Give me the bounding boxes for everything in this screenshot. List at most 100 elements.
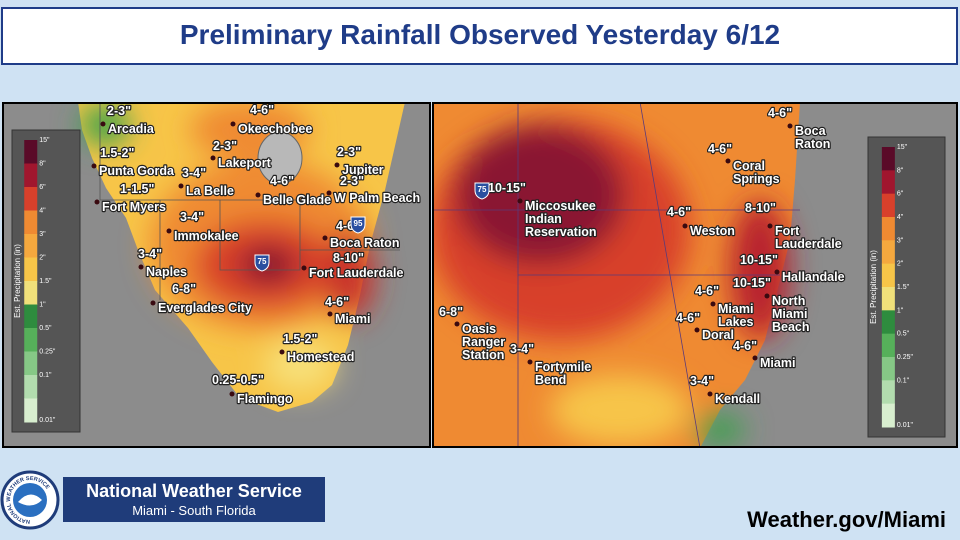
legend-tick: 8" (897, 167, 904, 174)
place-name: Station (462, 348, 504, 362)
interstate-shield (350, 216, 366, 234)
rain-amount: 8-10" (333, 251, 364, 265)
legend-title: Est. Precipitation (in) (13, 244, 22, 318)
legend-swatch (24, 304, 38, 329)
place-name: Doral (702, 328, 734, 342)
site-dot (334, 162, 340, 168)
place-name: Belle Glade (263, 193, 331, 207)
legend-swatch (24, 257, 38, 282)
interstate-shield (474, 182, 490, 200)
place-name: Fort (775, 224, 800, 238)
site-dot (767, 223, 773, 229)
rain-amount: 0.25-0.5" (212, 373, 264, 387)
legend-tick: 15" (39, 137, 50, 144)
place-name: Jupiter (342, 163, 384, 177)
place-name: Springs (733, 172, 780, 186)
site-dot (322, 235, 328, 241)
legend-tick: 0.25" (39, 349, 56, 356)
legend-swatch (881, 170, 895, 195)
legend-tick: 1" (897, 307, 904, 314)
place-name: Oasis (462, 322, 496, 336)
legend-tick: 0.25" (897, 354, 914, 361)
place-name: North (772, 294, 805, 308)
legend-swatch (881, 240, 895, 265)
site-dot (327, 311, 333, 317)
place-name: Raton (795, 137, 830, 151)
legend-swatch (881, 217, 895, 241)
title-banner (1, 7, 958, 65)
rain-amount: 8-10" (745, 201, 776, 215)
legend-swatch (24, 140, 38, 164)
site-dot (279, 349, 285, 355)
legend-tick: 1.5" (897, 284, 910, 291)
place-name: Miccosukee (525, 199, 596, 213)
legend-swatch (24, 398, 38, 423)
shield-number: 75 (258, 257, 267, 266)
legend-swatch (24, 328, 38, 352)
place-name: Miami (335, 312, 370, 326)
place-name: Weston (690, 224, 735, 238)
site-dot (301, 265, 307, 271)
legend-swatch (24, 210, 38, 235)
legend-tick: 1.5" (39, 278, 52, 285)
legend-panel (11, 129, 81, 433)
place-name: Lakeport (218, 156, 272, 170)
rain-amount: 3-4" (690, 374, 714, 388)
site-dot (100, 121, 106, 127)
site-dot (787, 123, 793, 129)
place-name: Lakes (718, 315, 753, 329)
place-name: Immokalee (174, 229, 239, 243)
rain-amount: 2-3" (107, 104, 131, 118)
place-name: Miami (760, 356, 795, 370)
site-dot (694, 327, 700, 333)
rain-amount: 3-4" (510, 342, 534, 356)
legend-tick: 3" (897, 237, 904, 244)
org-box (63, 477, 325, 522)
legend-tick: 4" (897, 214, 904, 221)
rain-amount: 4-6" (768, 106, 792, 120)
site-dot (94, 199, 100, 205)
place-name: Reservation (525, 225, 597, 239)
rain-amount: 4-6" (667, 205, 691, 219)
place-name: Hallandale (782, 270, 845, 284)
place-name: La Belle (186, 184, 234, 198)
legend-tick: 0.01" (39, 417, 56, 424)
rain-amount: 10-15" (488, 181, 526, 195)
place-name: Fortymile (535, 360, 591, 374)
rain-amount: 2-3" (213, 139, 237, 153)
legend-tick: 2" (39, 255, 46, 262)
place-name: Beach (772, 320, 810, 334)
place-name: Naples (146, 265, 187, 279)
legend-panel (867, 136, 946, 438)
left-map (4, 104, 429, 446)
site-dot (725, 158, 731, 164)
site-dot (255, 192, 261, 198)
interstate-shield (254, 254, 270, 272)
legend-swatch (24, 163, 38, 188)
rain-amount: 3-4" (180, 210, 204, 224)
place-name: Miami (718, 302, 753, 316)
legend-tick: 0.1" (897, 377, 910, 384)
rain-amount: 2-3" (337, 145, 361, 159)
place-name: Flamingo (237, 392, 293, 406)
rain-amount: 6-8" (439, 305, 463, 319)
place-name: Ranger (462, 335, 505, 349)
place-name: Miami (772, 307, 807, 321)
site-dot (326, 190, 332, 196)
site-dot (527, 359, 533, 365)
place-name: Homestead (287, 350, 354, 364)
site-dot (707, 391, 713, 397)
legend-tick: 8" (39, 161, 46, 168)
rain-amount: 1.5-2" (283, 332, 317, 346)
legend-tick: 3" (39, 231, 46, 238)
rain-amount: 4-6" (270, 174, 294, 188)
legend-swatch (24, 187, 38, 211)
site-dot (710, 301, 716, 307)
rain-amount: 4-6" (708, 142, 732, 156)
rain-amount: 1.5-2" (100, 146, 134, 160)
right-map (434, 104, 956, 446)
legend-swatch (881, 263, 895, 288)
rain-amount: 3-4" (138, 247, 162, 261)
org-name: National Weather Service (86, 481, 302, 501)
legend-tick: 6" (39, 184, 46, 191)
